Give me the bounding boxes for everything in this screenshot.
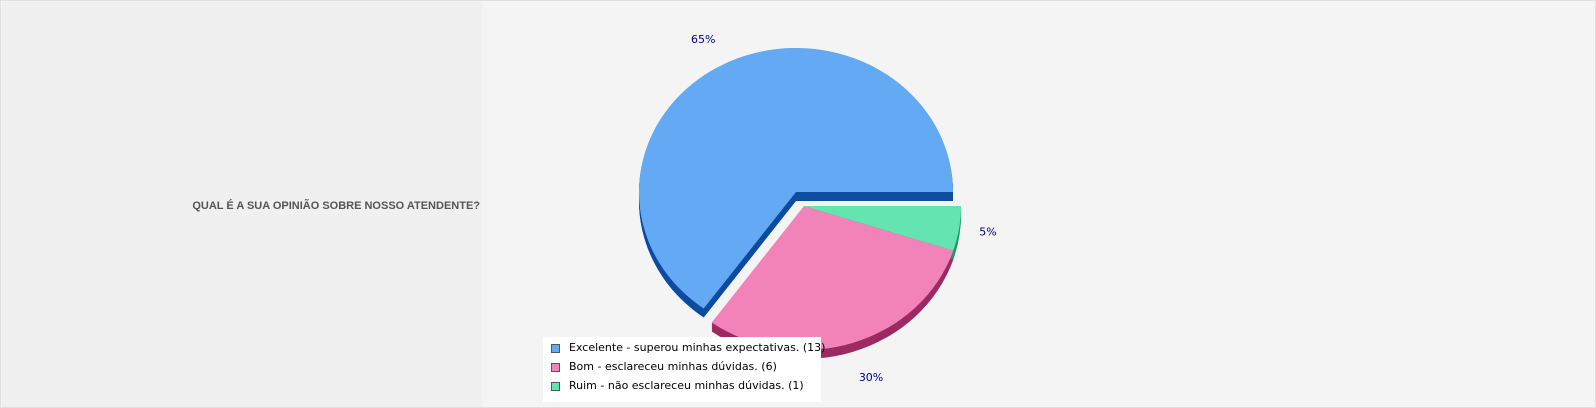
pie-slice-2 [804, 206, 961, 251]
legend-item-0: Excelente - superou minhas expectativas.… [543, 340, 825, 359]
legend-swatch-2 [551, 382, 560, 391]
legend-swatch-1 [551, 363, 560, 372]
pie-slice-0 [639, 47, 953, 309]
chart-legend: Excelente - superou minhas expectativas.… [543, 337, 825, 402]
legend-label-2: Ruim - não esclareceu minhas dúvidas. (1… [569, 379, 804, 392]
pie-percent-label-1: 30% [859, 371, 883, 384]
pie-percent-label-0: 65% [691, 33, 715, 46]
legend-item-1: Bom - esclareceu minhas dúvidas. (6) [543, 359, 821, 378]
question-cell: QUAL É A SUA OPINIÃO SOBRE NOSSO ATENDEN… [2, 2, 482, 407]
legend-label-1: Bom - esclareceu minhas dúvidas. (6) [569, 360, 777, 373]
pie-percent-label-2: 5% [979, 225, 996, 238]
legend-swatch-0 [551, 344, 560, 353]
legend-label-0: Excelente - superou minhas expectativas.… [569, 341, 826, 354]
question-label: QUAL É A SUA OPINIÃO SOBRE NOSSO ATENDEN… [192, 200, 480, 212]
legend-item-2: Ruim - não esclareceu minhas dúvidas. (1… [543, 378, 821, 397]
pie-slice-1 [711, 206, 954, 350]
